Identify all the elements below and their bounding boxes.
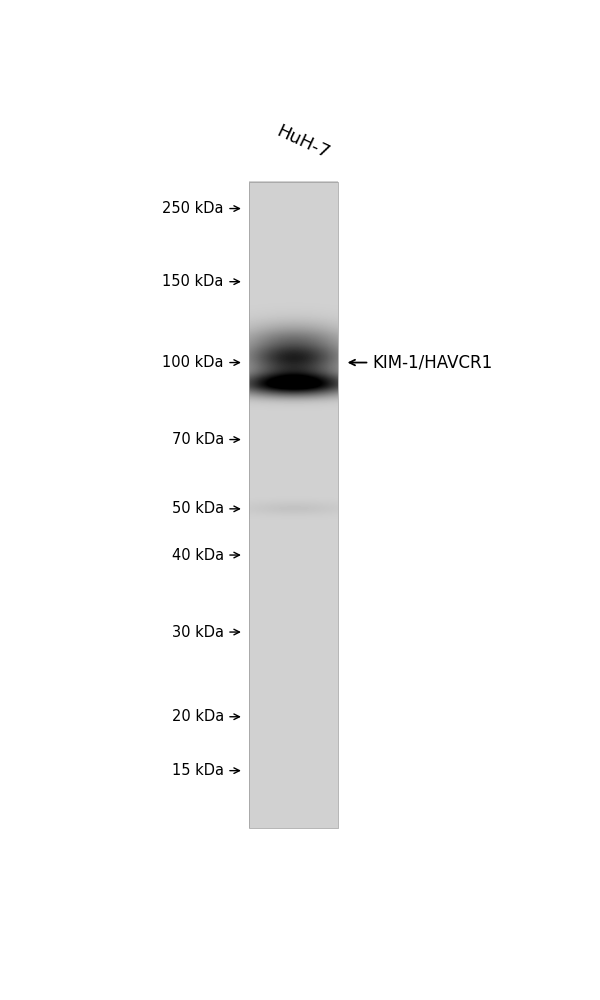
Text: 15 kDa: 15 kDa <box>172 763 224 778</box>
Text: 100 kDa: 100 kDa <box>162 355 224 370</box>
Text: 30 kDa: 30 kDa <box>172 625 224 640</box>
Text: 40 kDa: 40 kDa <box>172 548 224 563</box>
Text: 150 kDa: 150 kDa <box>163 274 224 289</box>
Text: 250 kDa: 250 kDa <box>162 201 224 216</box>
Text: www.PTGLAB.COM: www.PTGLAB.COM <box>268 447 281 563</box>
Bar <box>250 182 338 828</box>
Text: KIM-1/HAVCR1: KIM-1/HAVCR1 <box>373 354 493 372</box>
Text: 50 kDa: 50 kDa <box>172 501 224 516</box>
Text: 70 kDa: 70 kDa <box>172 432 224 447</box>
Text: 20 kDa: 20 kDa <box>172 709 224 724</box>
Text: HuH-7: HuH-7 <box>274 122 332 162</box>
